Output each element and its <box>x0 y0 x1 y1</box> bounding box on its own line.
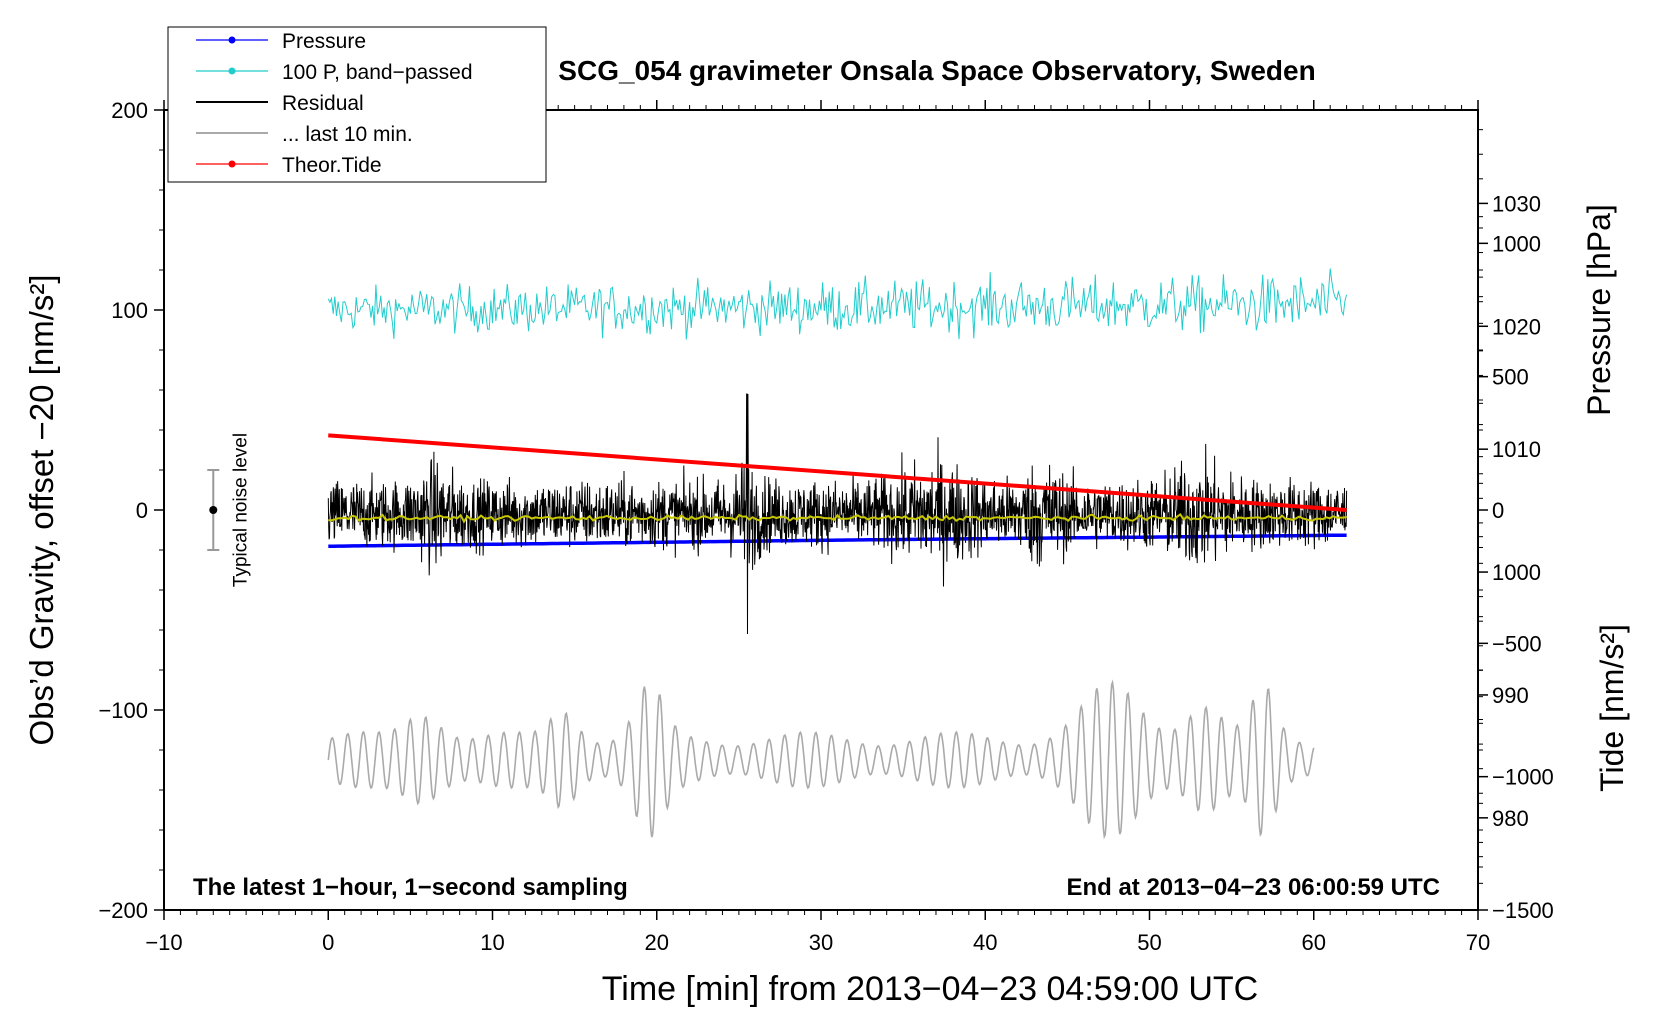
y-tick-label: −100 <box>98 698 148 723</box>
pressure-marker-icon <box>228 36 236 44</box>
pressure-tick-label: 990 <box>1492 683 1529 708</box>
last-10-min-line <box>327 679 1315 840</box>
tide-tick-label: −1000 <box>1492 765 1554 790</box>
y-tick-label: 100 <box>111 298 148 323</box>
legend: Pressure 100 P, band−passed Residual ...… <box>167 26 547 183</box>
plot-frame <box>163 109 1479 911</box>
legend-item-bandpassed: 100 P, band−passed <box>196 61 473 84</box>
tide-axis-label: Tide [nm/s²] <box>1594 624 1630 792</box>
noise-center-dot <box>209 506 218 514</box>
tide-tick-label: 1000 <box>1492 231 1541 256</box>
sampling-note: The latest 1−hour, 1−second sampling <box>193 874 628 901</box>
tide-line <box>328 433 1347 512</box>
bandpassed-pressure-line <box>327 268 1348 340</box>
legend-item-residual: Residual <box>196 92 364 115</box>
legend-label-residual: Residual <box>282 92 364 115</box>
x-tick-label: 60 <box>1302 930 1326 955</box>
y-tick-label: 0 <box>136 498 148 523</box>
end-time-note: End at 2013−04−23 06:00:59 UTC <box>1066 874 1440 901</box>
legend-label-tide: Theor.Tide <box>282 154 382 177</box>
tide-tick-label: −500 <box>1492 631 1542 656</box>
chart-title: SCG_054 gravimeter Onsala Space Observat… <box>558 55 1315 86</box>
legend-label-bandpassed: 100 P, band−passed <box>282 61 473 84</box>
residual-line <box>327 393 1348 635</box>
legend-label-pressure: Pressure <box>282 30 366 53</box>
legend-label-last10: ... last 10 min. <box>282 123 413 146</box>
residual-smoothed-line <box>328 512 1347 524</box>
pressure-tick-label: 1010 <box>1492 437 1541 462</box>
pressure-tick-label: 1000 <box>1492 560 1541 585</box>
tide-tick-label: 0 <box>1492 498 1504 523</box>
legend-item-last10: ... last 10 min. <box>196 123 413 146</box>
noise-indicator <box>207 469 220 551</box>
x-tick-label: 20 <box>645 930 669 955</box>
x-tick-label: 0 <box>322 930 334 955</box>
legend-item-tide: Theor.Tide <box>196 154 382 177</box>
y-axis-label: Obs’d Gravity, offset −20 [nm/s²] <box>23 274 60 745</box>
tide-tick-label: 500 <box>1492 365 1529 390</box>
x-tick-label: −10 <box>145 930 182 955</box>
legend-item-pressure: Pressure <box>196 30 366 53</box>
y-tick-label: −200 <box>98 898 148 923</box>
series-layer <box>327 268 1348 840</box>
tide-marker-icon <box>228 160 236 168</box>
pressure-axis-label: Pressure [hPa] <box>1581 204 1617 416</box>
x-tick-label: 40 <box>973 930 997 955</box>
pressure-tick-label: 1030 <box>1492 191 1541 216</box>
pressure-tick-label: 1020 <box>1492 314 1541 339</box>
x-tick-label: 10 <box>480 930 504 955</box>
bandpassed-marker-icon <box>228 67 236 75</box>
x-axis-label: Time [min] from 2013−04−23 04:59:00 UTC <box>602 970 1258 1008</box>
x-tick-label: 70 <box>1466 930 1490 955</box>
pressure-tick-label: 980 <box>1492 806 1529 831</box>
y-tick-label: 200 <box>111 98 148 123</box>
noise-level-label: Typical noise level <box>230 433 251 587</box>
tide-tick-label: −1500 <box>1492 898 1554 923</box>
legend-box <box>167 26 547 183</box>
x-tick-label: 30 <box>809 930 833 955</box>
x-tick-label: 50 <box>1137 930 1161 955</box>
